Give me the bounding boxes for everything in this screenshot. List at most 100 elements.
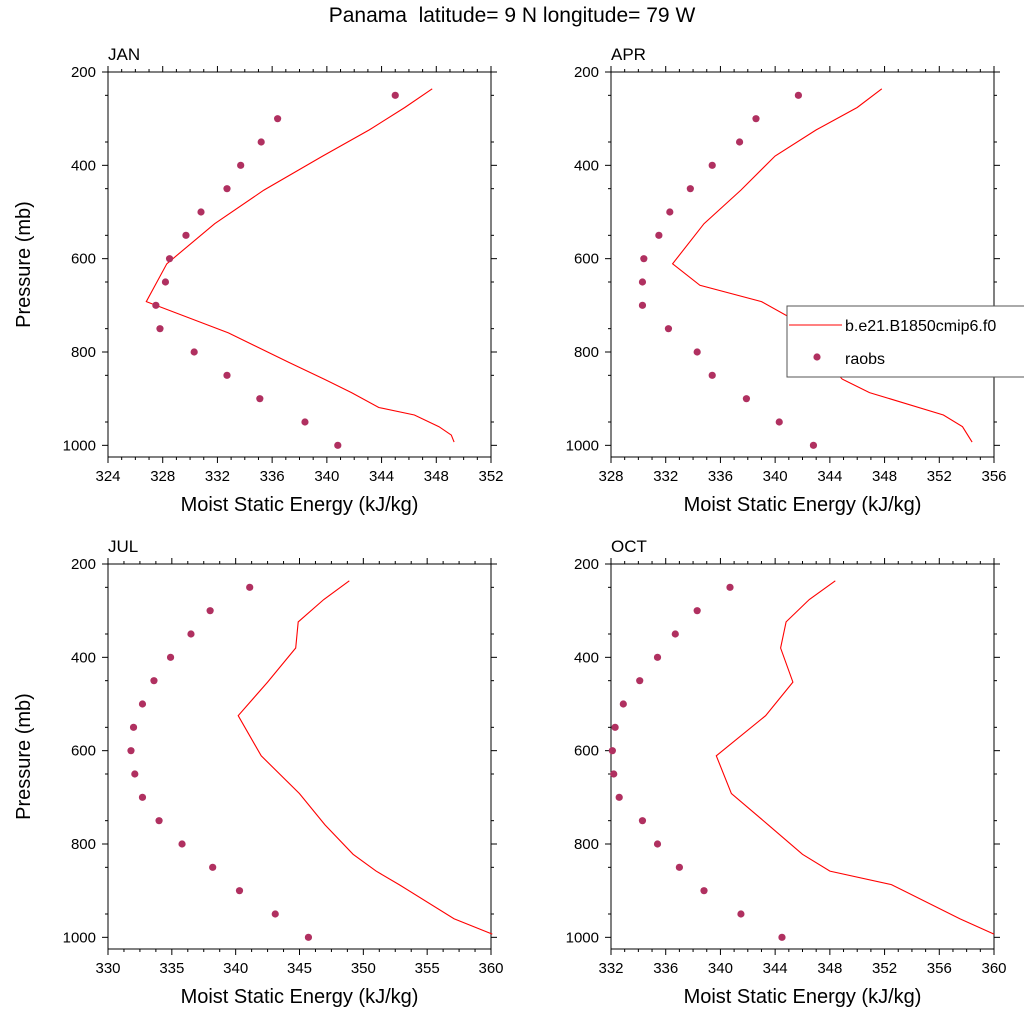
raobs-point bbox=[636, 677, 644, 685]
y-tick-label: 800 bbox=[574, 836, 599, 853]
raobs-point bbox=[655, 231, 663, 239]
x-tick-label: 328 bbox=[150, 468, 175, 485]
y-tick-label: 1000 bbox=[63, 929, 96, 946]
legend-box bbox=[786, 305, 1024, 378]
x-tick-label: 332 bbox=[205, 468, 230, 485]
raobs-point bbox=[187, 630, 195, 638]
y-axis-title: Pressure (mb) bbox=[13, 693, 35, 820]
x-tick-label: 330 bbox=[95, 960, 120, 977]
raobs-point bbox=[223, 185, 231, 193]
raobs-point bbox=[304, 933, 313, 941]
y-tick-label: 600 bbox=[71, 251, 96, 268]
raobs-point bbox=[693, 607, 701, 615]
x-tick-label: 352 bbox=[872, 960, 897, 977]
raobs-point bbox=[653, 840, 662, 848]
legend: b.e21.B1850cmip6.f0 raobs bbox=[786, 305, 1024, 378]
panel-label: APR bbox=[611, 45, 646, 64]
raobs-point bbox=[640, 255, 648, 263]
raobs-point bbox=[638, 278, 647, 286]
y-tick-label: 400 bbox=[71, 649, 96, 666]
model-profile-line bbox=[715, 580, 995, 935]
y-tick-label: 400 bbox=[71, 157, 96, 174]
raobs-point bbox=[165, 255, 174, 263]
raobs-point bbox=[271, 910, 279, 918]
raobs-point bbox=[638, 817, 647, 825]
x-tick-label: 340 bbox=[223, 960, 248, 977]
x-tick-label: 344 bbox=[817, 468, 842, 485]
raobs-point bbox=[182, 231, 190, 239]
raobs-point bbox=[138, 793, 147, 801]
raobs-point bbox=[391, 91, 399, 99]
x-tick-label: 340 bbox=[763, 468, 788, 485]
raobs-point bbox=[197, 208, 205, 216]
y-tick-label: 800 bbox=[71, 836, 96, 853]
x-axis-title: Moist Static Energy (kJ/kg) bbox=[684, 986, 922, 1008]
x-axis-title: Moist Static Energy (kJ/kg) bbox=[181, 494, 419, 516]
raobs-point bbox=[257, 138, 265, 146]
raobs-point bbox=[737, 910, 745, 918]
x-tick-label: 344 bbox=[763, 960, 788, 977]
raobs-point bbox=[664, 325, 673, 333]
raobs-point bbox=[693, 348, 701, 356]
y-tick-label: 600 bbox=[574, 743, 599, 760]
raobs-point bbox=[608, 747, 616, 755]
raobs-point bbox=[675, 863, 683, 871]
y-tick-label: 1000 bbox=[566, 929, 599, 946]
raobs-point bbox=[127, 747, 135, 755]
panel-jan: 324 328 332 336 340 344 348 352 200 400 600 800 1000… bbox=[13, 45, 504, 516]
y-tick-label: 400 bbox=[574, 649, 599, 666]
x-axis-title: Moist Static Energy (kJ/kg) bbox=[684, 494, 922, 516]
panel-oct: 332 336 340 344 348 352 356 360 200 400 600 800 1000… bbox=[566, 537, 1007, 1008]
legend-label-model: b.e21.B1850cmip6.f0 bbox=[845, 318, 996, 335]
panel-label: JAN bbox=[108, 45, 140, 64]
x-tick-label: 360 bbox=[478, 960, 503, 977]
y-axis-title: Pressure (mb) bbox=[13, 201, 35, 328]
x-tick-label: 328 bbox=[598, 468, 623, 485]
panel-label: OCT bbox=[611, 537, 647, 556]
raobs-point bbox=[166, 653, 175, 661]
raobs-point bbox=[611, 723, 619, 731]
raobs-point bbox=[256, 395, 264, 403]
raobs-point bbox=[775, 418, 783, 426]
raobs-point bbox=[274, 115, 282, 123]
x-tick-label: 336 bbox=[653, 960, 678, 977]
y-tick-label: 600 bbox=[71, 743, 96, 760]
x-tick-label: 348 bbox=[817, 960, 842, 977]
raobs-point bbox=[615, 793, 623, 801]
raobs-point bbox=[301, 418, 309, 426]
raobs-point bbox=[237, 161, 245, 169]
y-tick-label: 200 bbox=[574, 64, 599, 81]
raobs-point bbox=[206, 607, 214, 615]
raobs-point bbox=[150, 677, 158, 685]
x-tick-label: 336 bbox=[708, 468, 733, 485]
raobs-point bbox=[129, 723, 138, 731]
y-tick-label: 1000 bbox=[63, 437, 96, 454]
raobs-point bbox=[209, 863, 217, 871]
plot-frame bbox=[107, 563, 492, 950]
x-tick-label: 356 bbox=[981, 468, 1006, 485]
y-tick-label: 1000 bbox=[566, 437, 599, 454]
x-tick-label: 336 bbox=[260, 468, 285, 485]
raobs-point bbox=[223, 371, 231, 379]
raobs-point bbox=[619, 700, 627, 708]
raobs-point bbox=[161, 278, 170, 286]
raobs-point bbox=[752, 115, 760, 123]
panel-jul: 330 335 340 345 350 355 360 200 400 600 800 1000 JUL… bbox=[13, 537, 504, 1008]
y-tick-label: 200 bbox=[71, 64, 96, 81]
y-tick-label: 600 bbox=[574, 251, 599, 268]
raobs-point bbox=[190, 348, 198, 356]
raobs-point bbox=[131, 770, 139, 778]
y-tick-label: 400 bbox=[574, 157, 599, 174]
raobs-point bbox=[334, 441, 342, 449]
page-title: Panama latitude= 9 N longitude= 79 W bbox=[328, 4, 696, 27]
raobs-point bbox=[246, 583, 254, 591]
x-tick-label: 335 bbox=[159, 960, 184, 977]
x-tick-label: 340 bbox=[708, 960, 733, 977]
y-tick-label: 800 bbox=[574, 344, 599, 361]
x-tick-label: 324 bbox=[95, 468, 120, 485]
plot-frame bbox=[610, 563, 995, 950]
y-tick-label: 200 bbox=[574, 556, 599, 573]
legend-marker-swatch bbox=[813, 353, 821, 361]
model-profile-line bbox=[145, 88, 455, 443]
